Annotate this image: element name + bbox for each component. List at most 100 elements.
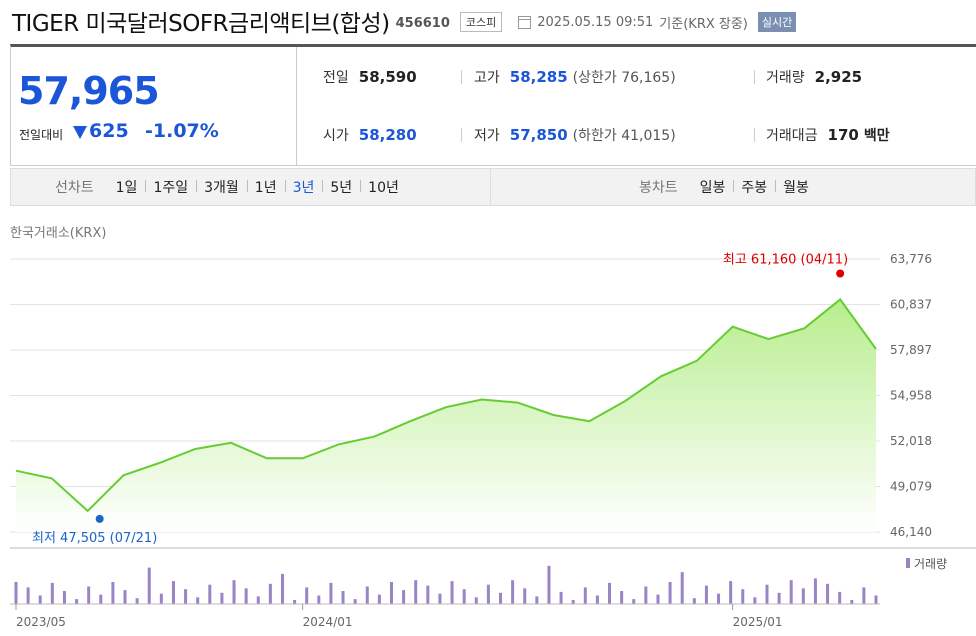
stat-value: 58,280 bbox=[358, 126, 417, 144]
y-tick-label: 63,776 bbox=[890, 252, 932, 266]
lower-limit: (하한가 41,015) bbox=[572, 128, 676, 144]
volume-bar bbox=[26, 587, 30, 604]
volume-bar bbox=[353, 599, 357, 604]
volume-bar bbox=[147, 567, 151, 604]
y-tick-label: 60,837 bbox=[890, 298, 932, 312]
stat-value: 170 bbox=[827, 126, 859, 144]
stat-value: 58,590 bbox=[358, 68, 417, 86]
volume-bar bbox=[171, 581, 175, 604]
x-tick-label: 2024/01 bbox=[303, 615, 353, 629]
volume-bar bbox=[111, 582, 115, 604]
stat-value: 58,285 bbox=[509, 68, 568, 86]
tab-3y[interactable]: 3년 bbox=[284, 177, 323, 197]
volume-bar bbox=[196, 597, 200, 604]
x-tick-label: 2025/01 bbox=[733, 615, 783, 629]
stat-unit: 백만 bbox=[863, 128, 890, 144]
volume-bar bbox=[377, 594, 381, 604]
volume-bar bbox=[668, 582, 672, 604]
chart-tabbar: 선차트 1일 1주일 3개월 1년 3년 5년 10년 봉차트 일봉 주봉 월봉 bbox=[10, 168, 976, 206]
volume-bar bbox=[801, 588, 805, 604]
volume-bar bbox=[511, 580, 515, 604]
max-point-label: 최고 61,160 (04/11) bbox=[723, 252, 848, 267]
x-axis-labels: 2023/05 2024/01 2025/01 bbox=[15, 604, 783, 629]
upper-limit: (상한가 76,165) bbox=[572, 70, 676, 86]
volume-bar bbox=[62, 591, 66, 604]
x-tick-label: 2023/05 bbox=[16, 615, 66, 629]
divider bbox=[461, 70, 462, 84]
y-tick-label: 54,958 bbox=[890, 389, 932, 403]
volume-bar bbox=[704, 585, 708, 604]
stat-label: 저가 bbox=[474, 128, 500, 144]
tab-5y[interactable]: 5년 bbox=[322, 177, 360, 197]
volume-bar bbox=[280, 573, 284, 604]
volume-bar bbox=[680, 572, 684, 604]
divider bbox=[754, 128, 755, 142]
volume-bar bbox=[293, 600, 297, 604]
tab-1d[interactable]: 1일 bbox=[115, 180, 138, 196]
volume-bar bbox=[559, 591, 563, 604]
tab-10y[interactable]: 10년 bbox=[360, 177, 407, 197]
tab-daily[interactable]: 일봉 bbox=[699, 180, 726, 196]
volume-bar bbox=[14, 582, 18, 604]
candle-chart-label: 봉차트 bbox=[639, 180, 678, 196]
tab-monthly[interactable]: 월봉 bbox=[775, 177, 817, 197]
volume-bar bbox=[595, 595, 599, 604]
diff-value: 625 bbox=[89, 120, 129, 142]
volume-bar bbox=[826, 583, 830, 604]
divider bbox=[490, 169, 491, 205]
stat-volume: 거래량 2,925 bbox=[766, 67, 862, 87]
stat-low: 저가 57,850 (하한가 41,015) bbox=[474, 125, 676, 145]
volume-bar bbox=[38, 595, 42, 604]
stat-label: 전일 bbox=[323, 70, 349, 86]
volume-bar bbox=[547, 565, 551, 604]
down-arrow-icon bbox=[73, 126, 87, 139]
volume-bar bbox=[717, 593, 721, 604]
volume-bar bbox=[268, 583, 272, 604]
volume-bar bbox=[450, 581, 454, 604]
header: TIGER 미국달러SOFR금리액티브(합성) 456610 코스피 2025.… bbox=[12, 4, 976, 38]
volume-bar bbox=[159, 593, 163, 604]
quote-date: 2025.05.15 09:51 bbox=[537, 15, 654, 30]
price-line bbox=[15, 298, 877, 513]
volume-bar bbox=[208, 584, 212, 604]
divider bbox=[754, 70, 755, 84]
tab-weekly[interactable]: 주봉 bbox=[733, 177, 775, 197]
volume-bar bbox=[402, 590, 406, 604]
volume-bar bbox=[462, 589, 466, 604]
volume-bar bbox=[729, 581, 733, 604]
calendar-icon bbox=[518, 15, 532, 29]
volume-bar bbox=[644, 586, 648, 604]
stat-high: 고가 58,285 (상한가 76,165) bbox=[474, 67, 676, 87]
tab-1y[interactable]: 1년 bbox=[246, 177, 285, 197]
stat-value: 2,925 bbox=[814, 68, 863, 86]
realtime-button[interactable]: 실시간 bbox=[757, 12, 797, 32]
volume-bar bbox=[765, 584, 769, 604]
y-tick-label: 49,079 bbox=[890, 480, 932, 494]
volume-bar bbox=[753, 597, 757, 604]
chart-source: 한국거래소(KRX) bbox=[10, 226, 107, 241]
tab-1w[interactable]: 1주일 bbox=[145, 177, 196, 197]
volume-bar bbox=[608, 582, 612, 604]
stat-label: 거래대금 bbox=[766, 128, 818, 144]
volume-bar bbox=[256, 596, 260, 604]
price-area-fill bbox=[16, 299, 876, 532]
candle-chart-tabs: 봉차트 일봉 주봉 월봉 bbox=[639, 169, 817, 205]
quote-panel: 57,965 전일대비 625 -1.07% 전일 58,590 시가 58,2… bbox=[10, 44, 976, 166]
volume-bar bbox=[486, 584, 490, 604]
volume-bar bbox=[838, 591, 842, 604]
volume-bar bbox=[365, 586, 369, 604]
current-price: 57,965 bbox=[18, 69, 160, 113]
volume-bar bbox=[862, 587, 866, 604]
volume-bar bbox=[777, 592, 781, 604]
stock-code: 456610 bbox=[395, 15, 450, 31]
volume-bar bbox=[414, 580, 418, 604]
volume-bar bbox=[535, 596, 539, 604]
tab-3m[interactable]: 3개월 bbox=[196, 177, 247, 197]
volume-bar bbox=[571, 600, 575, 604]
volume-bar bbox=[87, 586, 91, 604]
line-chart-tabs: 선차트 1일 1주일 3개월 1년 3년 5년 10년 bbox=[55, 169, 407, 205]
price-area: 57,965 전일대비 625 -1.07% bbox=[11, 47, 297, 166]
volume-bars bbox=[14, 565, 878, 604]
volume-bar bbox=[220, 592, 224, 604]
